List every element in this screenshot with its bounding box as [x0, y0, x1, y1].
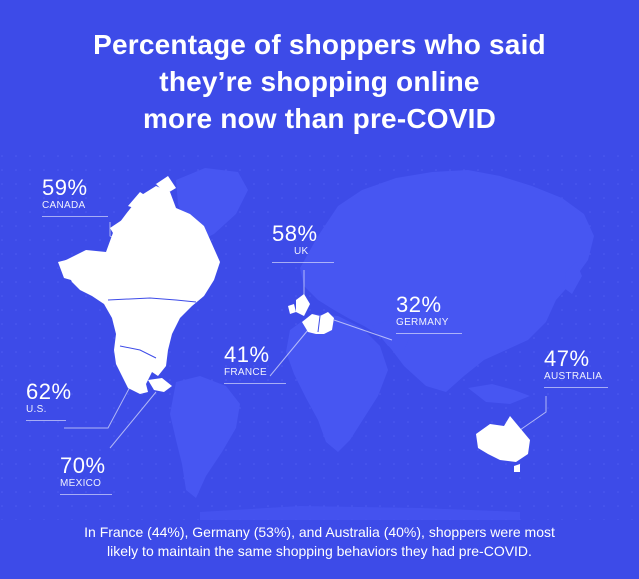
- stat-mexico-rule: [60, 494, 112, 495]
- infographic-title: Percentage of shoppers who said they’re …: [0, 26, 639, 137]
- stat-uk-rule: [272, 262, 334, 263]
- north-america-highlight: [62, 186, 220, 394]
- stat-canada-country: CANADA: [42, 200, 86, 211]
- stat-australia: 47% AUSTRALIA: [544, 347, 608, 388]
- stat-canada-rule: [42, 216, 108, 217]
- africa-shape: [286, 314, 388, 452]
- stat-germany: 32% GERMANY: [396, 293, 462, 334]
- stat-australia-rule: [544, 387, 608, 388]
- world-map: [0, 150, 639, 520]
- alaska-highlight: [58, 258, 86, 282]
- tasmania-highlight: [514, 464, 520, 472]
- stat-canada: 59% CANADA: [42, 176, 108, 217]
- stat-australia-country: AUSTRALIA: [544, 371, 603, 382]
- footnote-line-2: likely to maintain the same shopping beh…: [107, 543, 532, 559]
- stat-germany-rule: [396, 333, 462, 334]
- stat-mexico: 70% MEXICO: [60, 454, 112, 495]
- stat-us: 62% U.S.: [26, 379, 72, 421]
- stat-germany-country: GERMANY: [396, 317, 449, 328]
- stat-france-percent: 41%: [224, 342, 270, 367]
- stat-uk: 58% UK: [272, 222, 334, 263]
- infographic-footnote: In France (44%), Germany (53%), and Aust…: [0, 523, 639, 561]
- ireland-highlight: [288, 304, 296, 314]
- stat-uk-country: UK: [294, 246, 309, 257]
- france-leader-line: [269, 329, 309, 377]
- stat-germany-percent: 32%: [396, 292, 442, 317]
- stat-mexico-percent: 70%: [60, 453, 106, 478]
- australia-leader-line: [519, 396, 547, 431]
- central-america-highlight: [148, 378, 172, 392]
- eurasia-shape: [300, 170, 594, 392]
- canada-leader-line: [109, 222, 123, 243]
- stat-france: 41% FRANCE: [224, 343, 286, 384]
- stat-uk-percent: 58%: [272, 221, 318, 246]
- germany-leader-line: [333, 319, 393, 341]
- mexico-leader-line: [109, 391, 157, 449]
- arctic-islands-highlight: [110, 176, 176, 238]
- stat-mexico-country: MEXICO: [60, 478, 102, 489]
- uk-highlight: [296, 294, 310, 316]
- us-leader-line: [64, 367, 141, 429]
- antarctica-shape: [200, 506, 520, 520]
- japan-shape: [564, 262, 582, 294]
- stat-us-country: U.S.: [26, 404, 47, 415]
- australia-highlight: [476, 416, 530, 462]
- france-germany-highlight: [302, 312, 334, 334]
- title-line-1: Percentage of shoppers who said: [93, 29, 546, 60]
- stat-france-country: FRANCE: [224, 367, 267, 378]
- stat-australia-percent: 47%: [544, 346, 590, 371]
- south-america-shape: [170, 376, 240, 498]
- title-line-2: they’re shopping online: [159, 66, 480, 97]
- us-canada-border: [107, 297, 197, 303]
- title-line-3: more now than pre-COVID: [142, 103, 497, 134]
- arabia-shape: [372, 318, 412, 350]
- stat-us-rule: [26, 420, 66, 421]
- us-mexico-border: [119, 345, 157, 359]
- stat-france-rule: [224, 383, 286, 384]
- stat-us-percent: 62%: [26, 379, 72, 404]
- scandinavia-shape: [318, 212, 354, 274]
- indonesia-shape: [468, 384, 530, 404]
- footnote-line-1: In France (44%), Germany (53%), and Aust…: [84, 524, 555, 540]
- stat-canada-percent: 59%: [42, 175, 88, 200]
- france-germany-border: [317, 315, 321, 333]
